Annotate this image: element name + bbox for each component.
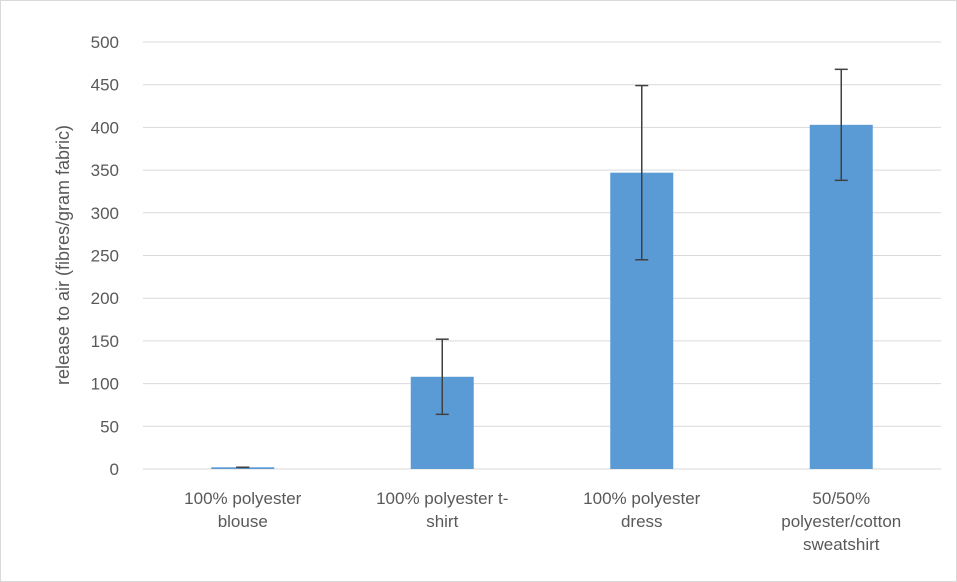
bar xyxy=(809,124,873,469)
y-tick-label: 50 xyxy=(100,417,119,436)
y-axis-title: release to air (fibres/gram fabric) xyxy=(53,125,73,385)
error-bar xyxy=(435,338,449,416)
x-tick-label: 50/50% polyester/cotton sweatshirt xyxy=(781,489,901,554)
y-tick-label: 0 xyxy=(110,460,119,479)
y-tick-label: 100 xyxy=(91,375,119,394)
gridlines xyxy=(143,41,941,470)
x-tick-label: 100% polyester t-shirt xyxy=(376,489,508,531)
y-tick-label: 450 xyxy=(91,76,119,95)
bars xyxy=(211,124,873,470)
y-tick-labels: 0 50 100 150 200 250 300 350 400 450 500 xyxy=(91,33,119,479)
error-bars xyxy=(236,68,848,469)
x-tick-label: 100% polyester blouse xyxy=(184,489,302,531)
y-tick-label: 500 xyxy=(91,33,119,52)
y-tick-label: 350 xyxy=(91,161,119,180)
y-tick-label: 150 xyxy=(91,332,119,351)
error-bar xyxy=(635,84,649,261)
error-bar xyxy=(834,68,848,182)
x-tick-labels: 100% polyester blouse 100% polyester t-shi… xyxy=(184,489,901,554)
y-tick-label: 200 xyxy=(91,289,119,308)
y-tick-label: 400 xyxy=(91,118,119,137)
x-tick-label: 100% polyester dress xyxy=(583,489,701,531)
y-tick-label: 250 xyxy=(91,247,119,266)
bar xyxy=(211,467,275,469)
y-tick-label: 300 xyxy=(91,204,119,223)
